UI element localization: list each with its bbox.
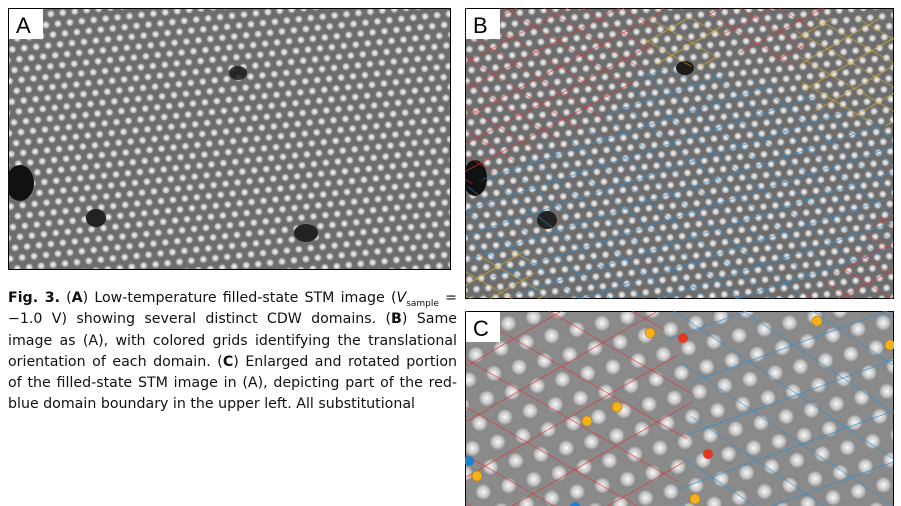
panel-label: C (473, 316, 489, 341)
caption: Fig. 3. (A) Low-temperature filled-state… (8, 288, 457, 416)
caption-panel-ref: B (391, 311, 402, 327)
panel-a: A (8, 8, 451, 270)
caption-panel-ref: C (223, 354, 233, 370)
panel-label: A (16, 13, 31, 38)
panel-b: B (465, 8, 894, 299)
caption-text: ( (60, 290, 72, 306)
panel-label: B (473, 13, 488, 38)
page: A B C Fig. 3. (A) Low-temperature filled… (0, 0, 901, 506)
caption-figure-number: Fig. 3. (8, 290, 60, 306)
caption-subscript: sample (406, 299, 439, 309)
caption-text: ) Low-temperature filled-state STM image… (83, 290, 397, 306)
panel-c: C (465, 311, 894, 506)
caption-symbol: V (396, 290, 406, 306)
caption-panel-ref: A (72, 290, 83, 306)
